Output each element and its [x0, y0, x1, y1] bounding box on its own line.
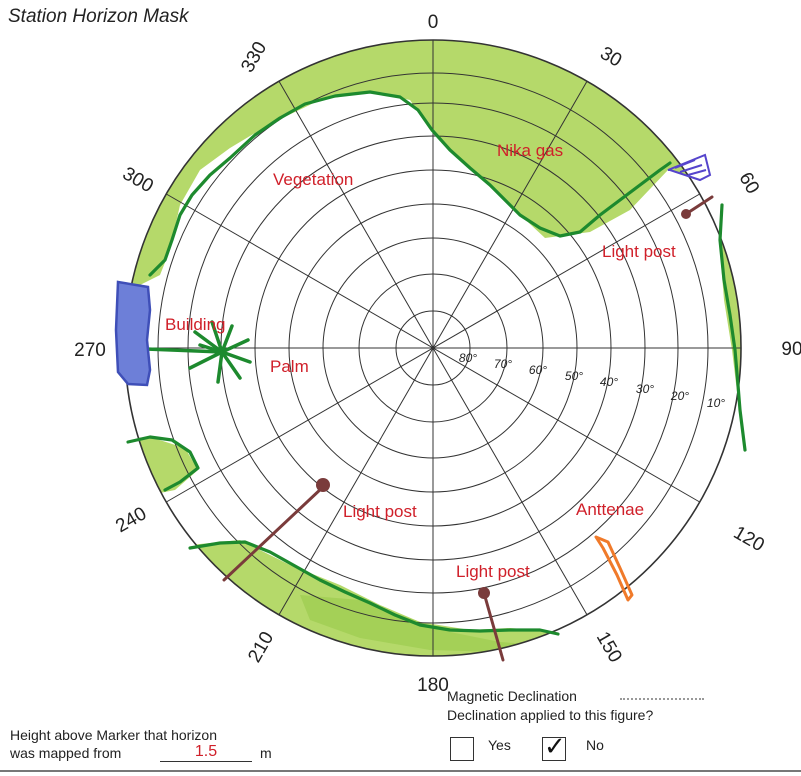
annotation-anttenae: Anttenae — [576, 500, 644, 519]
annotations: Vegetation Nika gas Light post Building … — [165, 141, 676, 581]
building-fill — [114, 280, 152, 387]
azimuth-label-180: 180 — [417, 675, 449, 696]
height-label-line2: was mapped from — [10, 745, 122, 761]
elevation-labels: 80° 70° 60° 50° 40° 30° 20° 10° — [459, 351, 725, 410]
horizon-line-east — [718, 203, 747, 452]
horizon-line-southwest — [126, 435, 200, 492]
magnetic-declination-value-line — [620, 698, 704, 700]
annotation-building: Building — [165, 315, 226, 334]
annotation-palm: Palm — [270, 357, 309, 376]
annotation-nika-gas: Nika gas — [497, 141, 563, 160]
annotation-vegetation: Vegetation — [273, 170, 353, 189]
light-post-ne-sketch — [681, 195, 714, 219]
annotation-light-post-ne: Light post — [602, 242, 676, 261]
magnetic-declination-label: Magnetic Declination — [447, 688, 577, 704]
elevation-label-40: 40° — [600, 375, 618, 389]
azimuth-label-240: 240 — [112, 503, 150, 537]
elevation-label-10: 10° — [707, 396, 725, 410]
elevation-label-50: 50° — [565, 369, 583, 383]
elevation-label-70: 70° — [494, 357, 512, 371]
azimuth-label-210: 210 — [244, 628, 278, 666]
no-label: No — [586, 737, 604, 753]
yes-label: Yes — [488, 737, 511, 753]
yes-checkbox[interactable] — [450, 737, 474, 761]
azimuth-label-150: 150 — [592, 628, 626, 666]
elevation-label-80: 80° — [459, 351, 477, 365]
light-post-sw-sketch — [222, 478, 330, 582]
diagram-title: Station Horizon Mask — [8, 6, 189, 27]
azimuth-label-60: 60 — [734, 169, 763, 198]
horizon-lines — [126, 90, 747, 636]
polar-grid — [124, 39, 742, 657]
antenna-sketch — [594, 535, 634, 602]
azimuth-label-0: 0 — [428, 12, 439, 33]
azimuth-label-270: 270 — [74, 340, 106, 361]
building-sketch — [114, 280, 152, 387]
obstruction-hatch-ne — [667, 153, 712, 182]
elevation-label-60: 60° — [529, 363, 547, 377]
height-unit: m — [260, 745, 272, 761]
light-post-s-sketch — [478, 587, 505, 662]
azimuth-label-90: 90 — [781, 339, 801, 360]
horizon-line-north — [148, 90, 672, 277]
annotation-light-post-s: Light post — [456, 562, 530, 581]
declination-question: Declination applied to this figure? — [447, 707, 654, 723]
height-value: 1.5 — [160, 743, 252, 762]
azimuth-label-300: 300 — [119, 163, 157, 197]
elevation-label-20: 20° — [670, 389, 689, 403]
height-label-line1: Height above Marker that horizon — [10, 727, 217, 743]
elevation-label-30: 30° — [636, 382, 654, 396]
bottom-divider — [0, 770, 801, 772]
azimuth-label-30: 30 — [596, 43, 625, 72]
azimuth-label-120: 120 — [730, 522, 768, 556]
light-posts — [222, 195, 714, 662]
no-checkbox[interactable]: ✓ — [542, 732, 566, 762]
horizon-line-south — [188, 540, 560, 636]
vegetation-fill-north — [125, 40, 741, 290]
checkmark-icon: ✓ — [544, 732, 566, 762]
annotation-light-post-sw: Light post — [343, 502, 417, 521]
azimuth-label-330: 330 — [237, 38, 271, 76]
